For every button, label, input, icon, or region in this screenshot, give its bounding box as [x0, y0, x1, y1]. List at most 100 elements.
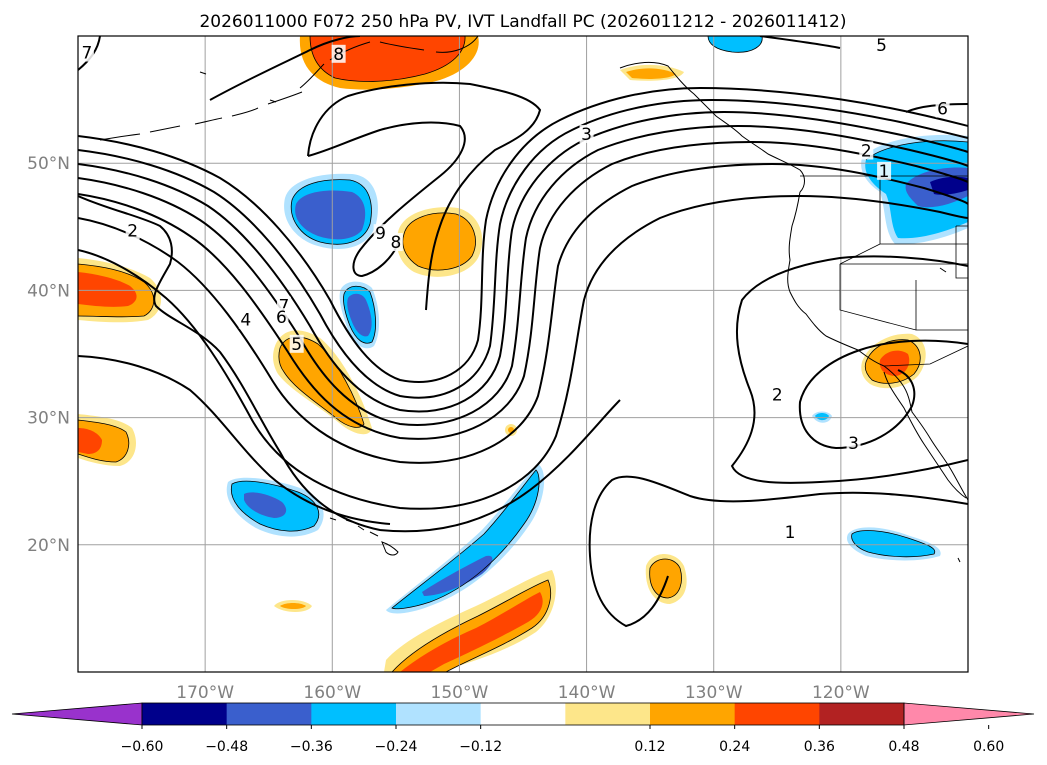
contour-label-bg: [289, 334, 304, 353]
colorbar-segment: [396, 703, 482, 725]
colorbar-segment: [734, 703, 820, 725]
colorbar-tick-label: 0.36: [804, 739, 835, 755]
colorbar-tick-label: −0.24: [375, 739, 418, 755]
contour-label: 3: [848, 434, 859, 454]
map-background: [78, 36, 968, 672]
contour-bundle-7: [78, 194, 968, 510]
contour-label-bg: [783, 523, 797, 542]
contour-label-bg: [846, 434, 861, 453]
colorbar-tick-label: −0.36: [290, 739, 333, 755]
anomaly-orange-153w: [396, 207, 483, 277]
colorbar-segment: [480, 703, 566, 725]
anomaly-orange-165w: [273, 330, 372, 435]
contour-label: 9: [375, 224, 386, 244]
contour-label: 3: [581, 125, 592, 145]
contour-label: 2: [861, 141, 872, 161]
colorbar-segment: [142, 703, 228, 725]
contour-label: 8: [390, 233, 401, 253]
contour-label-bg: [579, 124, 594, 143]
contour-top-8: [209, 36, 361, 101]
colorbar-tick-label: 0.24: [719, 739, 750, 755]
contour-label: 5: [291, 335, 302, 355]
contour-label: 2: [127, 222, 138, 242]
contour-label: 1: [785, 523, 796, 543]
contour-label-bg: [331, 44, 346, 63]
contour-label-bg: [935, 99, 950, 118]
colorbar-tick-label: −0.60: [121, 739, 164, 755]
anomaly-blue-121w-inner: [815, 413, 829, 421]
contour-bundle-6: [78, 162, 968, 464]
anomaly-blue-160w: [284, 173, 379, 250]
map-frame: [77, 35, 969, 673]
contour-bundle-5: [78, 140, 968, 440]
lat-tick-label: 50°N: [27, 154, 70, 174]
contour-label-bg: [274, 308, 289, 327]
contour-label-bg: [877, 161, 892, 180]
contour-dip-inner: [307, 81, 542, 311]
contour-5-right: [759, 36, 841, 49]
contour-label: 5: [876, 36, 887, 56]
colorbar-segment: [565, 703, 651, 725]
anomaly-small-164w-inner: [280, 603, 306, 609]
contour-9: [307, 121, 466, 278]
lon-tick-label: 130°W: [685, 683, 743, 703]
contour-label-bg: [388, 233, 403, 252]
colorbar-segment: [819, 703, 905, 725]
colorbar-tick-label: 0.48: [888, 739, 919, 755]
contour-label-bg: [79, 43, 94, 62]
contour-label-bg: [373, 224, 388, 243]
colorbar-tick-label: 0.12: [634, 739, 665, 755]
anomaly-bc-coast-orange: [626, 68, 676, 79]
colorbar-extend-high: [903, 702, 1035, 726]
inland-boundary-box: [955, 225, 968, 279]
contour-label-bg: [770, 385, 785, 404]
small-islands: [199, 71, 961, 563]
lon-tick-label: 150°W: [431, 683, 489, 703]
contour-label: 6: [937, 100, 948, 120]
map-gridlines: [78, 36, 968, 672]
pv-contours: [78, 36, 968, 628]
contour-label: 7: [279, 297, 290, 317]
figure-title: 2026011000 F072 250 hPa PV, IVT Landfall…: [199, 12, 846, 32]
contour-label: 4: [240, 311, 251, 331]
colorbar-extend-low: [11, 702, 143, 726]
colorbar-frame: [141, 702, 905, 726]
lat-tick-label: 30°N: [27, 409, 70, 429]
contour-6-right: [905, 103, 968, 113]
contour-2-left: [78, 195, 621, 533]
contour-label: 1: [879, 162, 890, 182]
colorbar: −0.60 −0.48 −0.36 −0.24 −0.12 0.12 0.24 0.36 0.4…: [11, 702, 1035, 755]
colorbar-tick-label: 0.60: [973, 739, 1004, 755]
anomaly-top-right-blue: [708, 36, 763, 53]
contour-bundle-1: [78, 86, 968, 383]
mexico-border: [883, 345, 968, 367]
anomaly-left-29n: [78, 414, 136, 466]
alaska-coast: [99, 36, 479, 141]
contour-east-2: [730, 255, 968, 484]
contour-label-bg: [874, 36, 889, 54]
colorbar-segment: [311, 703, 397, 725]
contour-bundle-4: [78, 124, 968, 426]
lat-tick-label: 40°N: [27, 281, 70, 301]
us-state-borders: [839, 176, 968, 331]
colorbar-tick-label: −0.12: [459, 739, 502, 755]
contour-west-low: [78, 355, 391, 525]
contour-east-1: [588, 475, 968, 628]
lon-tick-label: 160°W: [303, 683, 361, 703]
lon-tick-label: 120°W: [812, 683, 870, 703]
colorbar-segment: [226, 703, 312, 725]
contour-label-bg: [238, 310, 253, 329]
colorbar-tick-label: −0.48: [205, 739, 248, 755]
contour-label: 2: [772, 386, 783, 406]
contour-label-bg: [125, 221, 140, 240]
contour-bundle-2: [78, 98, 968, 399]
anomaly-orange-148w: [384, 570, 556, 672]
contour-label-bg: [859, 141, 874, 160]
baja-coast: [883, 371, 967, 499]
contour-label: 6: [276, 308, 287, 328]
contour-label: 8: [333, 45, 344, 65]
lat-tick-label: 20°N: [27, 536, 70, 556]
